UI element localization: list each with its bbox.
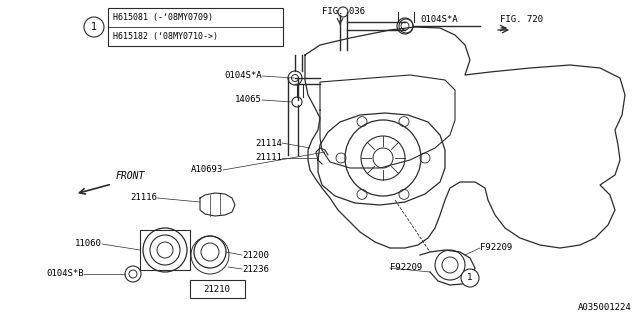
Text: 21111: 21111 [255, 154, 282, 163]
Bar [140, 230, 190, 270]
Circle shape [84, 17, 104, 37]
Text: F92209: F92209 [480, 244, 512, 252]
Circle shape [461, 269, 479, 287]
Text: A10693: A10693 [191, 165, 223, 174]
Text: F92209: F92209 [390, 263, 422, 273]
Text: 14065: 14065 [235, 95, 262, 105]
Text: 0104S*A: 0104S*A [225, 71, 262, 81]
Text: 21116: 21116 [130, 194, 157, 203]
Text: 21210: 21210 [204, 285, 230, 294]
Text: H615182 (‘08MY0710->): H615182 (‘08MY0710->) [113, 32, 218, 41]
Text: 21114: 21114 [255, 139, 282, 148]
Text: 1: 1 [91, 22, 97, 32]
Text: 21236: 21236 [242, 265, 269, 274]
Text: FRONT: FRONT [116, 171, 145, 181]
Text: 11060: 11060 [75, 239, 102, 249]
Text: A035001224: A035001224 [579, 303, 632, 312]
Text: 0104S*B: 0104S*B [46, 269, 84, 278]
Text: H615081 (-‘08MY0709): H615081 (-‘08MY0709) [113, 13, 213, 22]
Text: 0104S*A: 0104S*A [420, 15, 458, 25]
Text: 21200: 21200 [242, 251, 269, 260]
Text: FIG. 720: FIG. 720 [500, 15, 543, 25]
Bar [108, 8, 283, 46]
Text: FIG. 036: FIG. 036 [322, 7, 365, 17]
Bar [190, 280, 245, 298]
Text: 1: 1 [467, 274, 473, 283]
